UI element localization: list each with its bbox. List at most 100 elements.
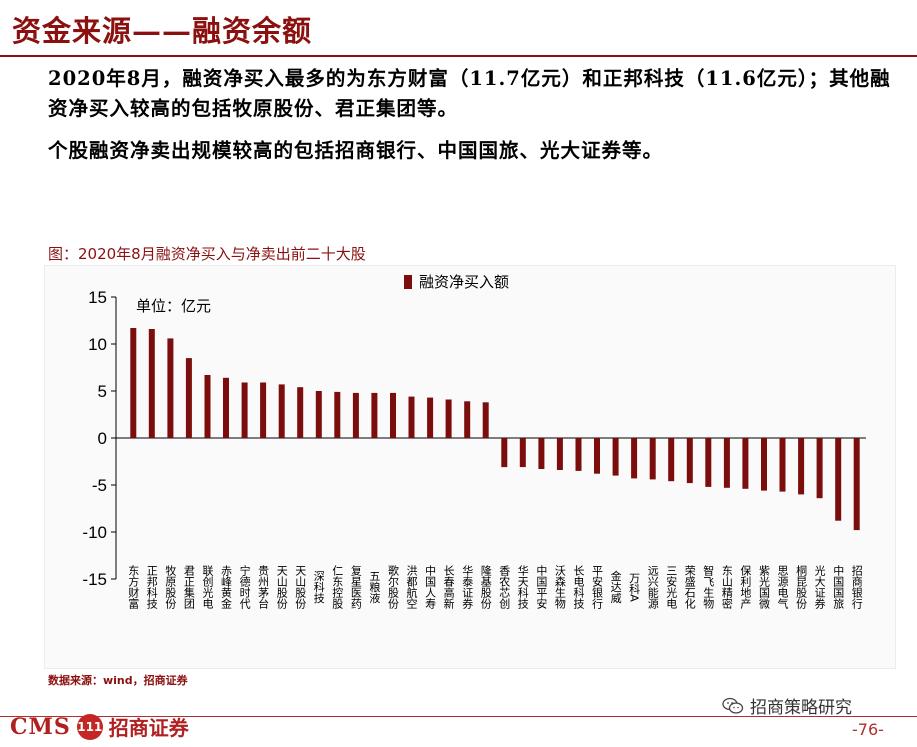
bar <box>686 438 693 484</box>
x-tick-label: 沃森生物 <box>553 565 566 609</box>
bar-chart: 15 10 5 0 -5 -10 -15 东方财富 正邦科技 牧原股份 君正集团 联创光电 赤峰黄金 宁德… <box>82 273 866 610</box>
y-tick-label: 0 <box>98 429 107 448</box>
bar <box>445 399 452 438</box>
bar <box>594 438 600 474</box>
x-tick-label: 香农芯创 <box>498 565 511 610</box>
source-note: 数据来源：wind，招商证券 <box>48 674 188 687</box>
x-tick-label: 歌尔股份 <box>387 564 400 610</box>
bar <box>204 375 211 438</box>
x-tick-label: 荣盛石化 <box>683 565 696 610</box>
legend-swatch <box>404 275 412 289</box>
bar <box>668 438 675 482</box>
wechat-icon <box>722 697 744 714</box>
x-tick-label: 赤峰黄金 <box>220 565 233 609</box>
bar <box>315 391 322 438</box>
bar <box>297 387 304 438</box>
logo-cms-text: CMS <box>10 713 71 740</box>
bar <box>649 438 656 480</box>
bar <box>816 438 823 499</box>
x-tick-label: 紫光国微 <box>758 565 771 610</box>
bar <box>167 338 174 438</box>
x-tick-label: 光大证券 <box>813 564 826 609</box>
legend-label: 融资净买入额 <box>419 273 509 291</box>
x-tick-label: 宁德时代 <box>238 564 251 610</box>
bar <box>371 392 378 438</box>
logo-badge-icon: 111 <box>76 713 103 740</box>
bar <box>501 438 508 468</box>
bar <box>278 384 285 438</box>
y-tick-label: 15 <box>88 288 107 307</box>
bar <box>185 358 192 438</box>
page-title: 资金来源——融资余额 <box>12 14 313 48</box>
x-tick-label: 五粮液 <box>368 571 381 605</box>
bar <box>482 402 489 438</box>
x-tick-label: 隆基股份 <box>479 564 492 610</box>
x-tick-label: 华泰证券 <box>461 564 474 609</box>
bar <box>223 377 229 438</box>
x-tick-label: 思源电气 <box>776 565 789 609</box>
x-tick-label: 天山股份 <box>275 565 288 610</box>
summary-paragraph-1: 2020年8月，融资净买入最多的为东方财富（11.7亿元）和正邦科技（11.6亿… <box>48 67 891 120</box>
x-tick-label: 深科技 <box>312 570 325 604</box>
bar <box>798 438 805 495</box>
bar <box>408 396 415 438</box>
x-tick-label: 洪都航空 <box>405 564 418 609</box>
x-tick-label: 金达威 <box>609 569 622 604</box>
x-tick-label: 仁东控股 <box>331 565 344 610</box>
y-tick-label: -10 <box>82 523 107 542</box>
bar <box>352 392 359 438</box>
bar <box>705 438 712 487</box>
bar <box>130 328 137 438</box>
chart-caption: 图：2020年8月融资净买入与净卖出前二十大股 <box>48 245 366 263</box>
wechat-label: 招商策略研究 <box>750 698 852 718</box>
chart-background <box>44 265 896 669</box>
x-tick-label: 君正集团 <box>182 565 195 610</box>
wechat-watermark: 招商策略研究 <box>722 693 852 718</box>
bar <box>742 438 749 489</box>
bar <box>723 438 730 488</box>
x-tick-label: 三安光电 <box>665 565 678 609</box>
bar <box>464 401 471 438</box>
x-tick-label: 华天科技 <box>516 564 529 610</box>
bar <box>612 438 619 476</box>
bar <box>575 438 582 471</box>
x-tick-label: 远兴能源 <box>646 565 659 610</box>
bar <box>631 438 638 479</box>
x-tick-label: 联创光电 <box>201 565 214 609</box>
x-tick-label: 牧原股份 <box>164 564 177 610</box>
x-tick-label: 天山股份 <box>294 565 307 610</box>
x-tick-label: 正邦科技 <box>145 565 158 610</box>
summary-paragraph-2: 个股融资净卖出规模较高的包括招商银行、中国国旅、光大证券等。 <box>48 139 664 162</box>
x-tick-label: 智飞生物 <box>702 564 715 609</box>
x-tick-label: 贵州茅台 <box>257 565 270 609</box>
x-tick-label: 保利地产 <box>739 564 752 610</box>
bar <box>519 438 526 468</box>
x-tick-label: 中国人寿 <box>424 565 437 609</box>
bar <box>260 382 267 438</box>
x-tick-label: 中国国旅 <box>832 565 845 609</box>
y-tick-label: -15 <box>82 570 107 589</box>
logo-company-name: 招商证券 <box>108 716 189 740</box>
bar <box>148 329 155 438</box>
company-logo: CMS 111 招商证券 <box>10 712 189 741</box>
bar <box>241 382 248 438</box>
bar <box>334 391 341 438</box>
x-tick-label: 中国平安 <box>535 565 548 610</box>
x-tick-label: 长春高新 <box>442 565 455 609</box>
bar <box>538 438 545 469</box>
x-tick-label: 平安银行 <box>591 565 604 610</box>
x-tick-label: 长电科技 <box>572 565 585 610</box>
title-divider <box>0 55 917 57</box>
footer-divider <box>0 716 917 717</box>
bar <box>556 438 563 470</box>
bar <box>835 438 842 521</box>
x-tick-label: 万科A <box>628 572 641 602</box>
x-tick-label: 东山精密 <box>720 565 733 610</box>
page-number: -76- <box>852 720 884 739</box>
bar <box>761 438 767 491</box>
x-tick-label: 招商银行 <box>850 564 863 610</box>
y-tick-label: 5 <box>98 382 107 401</box>
y-tick-label: 10 <box>88 335 107 354</box>
bar <box>779 438 786 492</box>
bar <box>853 438 860 531</box>
